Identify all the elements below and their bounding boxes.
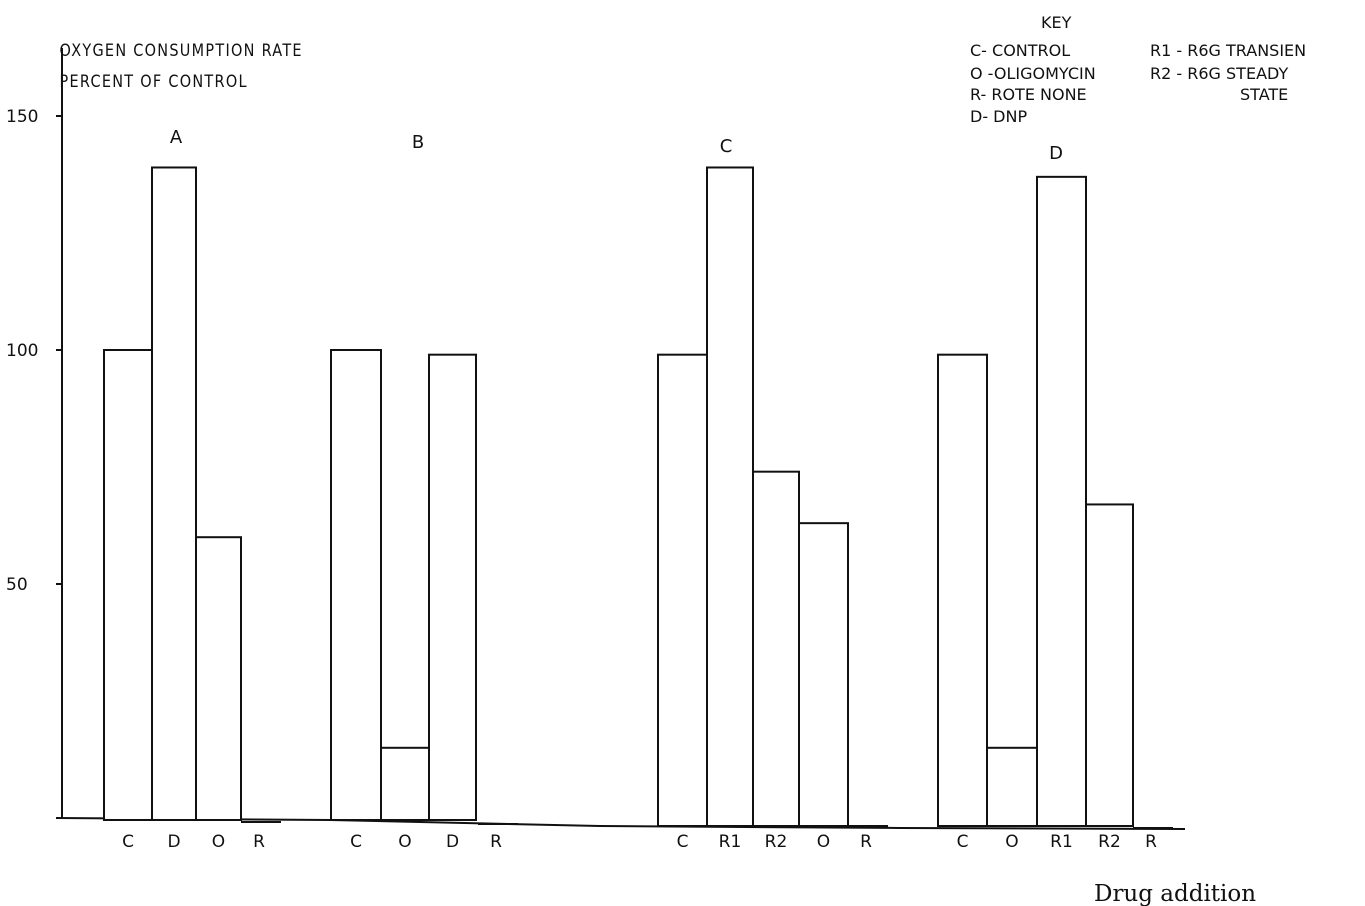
category-label-b-c: C bbox=[350, 832, 362, 852]
group-label-b: B bbox=[412, 132, 424, 153]
y-axis-title-line-2: PERCENT OF CONTROL bbox=[60, 71, 248, 91]
bar-d-c bbox=[937, 353, 988, 827]
category-label-c-r2: R2 bbox=[765, 832, 788, 852]
bar-c-c bbox=[657, 353, 708, 827]
category-label-a-o: O bbox=[212, 832, 225, 852]
category-label-c-r1: R1 bbox=[719, 832, 742, 852]
category-label-a-r: R bbox=[253, 832, 265, 852]
legend-title: KEY bbox=[1041, 13, 1072, 32]
y-tick-label-50: 50 bbox=[6, 575, 28, 595]
category-label-d-r2: R2 bbox=[1098, 832, 1121, 852]
legend-entry-5: R1 - R6G TRANSIEN bbox=[1150, 41, 1306, 60]
bar-a-c bbox=[103, 349, 153, 821]
category-label-a-c: C bbox=[122, 832, 134, 852]
bar-c-o bbox=[798, 522, 849, 827]
category-label-b-o: O bbox=[398, 832, 411, 852]
group-label-d: D bbox=[1049, 143, 1063, 164]
bar-b-d bbox=[428, 353, 477, 821]
category-label-b-d: D bbox=[446, 832, 459, 852]
bar-b-o bbox=[380, 746, 430, 821]
legend-entry-7: STATE bbox=[1240, 85, 1288, 104]
y-axis-title-line-1: OXYGEN CONSUMPTION RATE bbox=[60, 40, 303, 60]
legend-key: KEY C- CONTROL O -OLIGOMYCIN R- ROTE NONE D-… bbox=[970, 13, 1306, 126]
bar-d-o bbox=[986, 746, 1038, 827]
y-axis-title: OXYGEN CONSUMPTION RATE PERCENT OF CONTRO… bbox=[60, 40, 303, 91]
bar-d-r2 bbox=[1085, 503, 1134, 827]
bars-layer bbox=[103, 166, 1173, 829]
category-label-c-o: O bbox=[817, 832, 830, 852]
category-label-d-r1: R1 bbox=[1050, 832, 1073, 852]
legend-entry-1: C- CONTROL bbox=[970, 41, 1070, 60]
category-label-a-d: D bbox=[167, 832, 180, 852]
bar-c-r2 bbox=[752, 470, 800, 827]
category-label-b-r: R bbox=[490, 832, 502, 852]
legend-entry-6: R2 - R6G STEADY bbox=[1150, 64, 1288, 83]
legend-entry-4: D- DNP bbox=[970, 107, 1027, 126]
bar-a-d bbox=[151, 166, 197, 822]
bar-d-r1 bbox=[1036, 175, 1087, 827]
bar-b-c bbox=[330, 349, 382, 821]
category-labels: C D O R C O D R C R1 R2 O R C O R1 R2 R bbox=[122, 832, 1157, 852]
y-axis-ticks: 150 100 50 bbox=[6, 107, 62, 595]
category-label-d-c: C bbox=[957, 832, 969, 852]
group-label-c: C bbox=[720, 136, 733, 157]
legend-entry-2: O -OLIGOMYCIN bbox=[970, 64, 1096, 83]
category-label-d-o: O bbox=[1005, 832, 1018, 852]
y-tick-label-150: 150 bbox=[6, 107, 38, 127]
bar-a-o bbox=[195, 536, 242, 821]
group-labels: A B C D bbox=[170, 127, 1063, 164]
bar-c-r1 bbox=[706, 166, 754, 828]
group-label-a: A bbox=[170, 127, 183, 148]
category-label-d-r: R bbox=[1145, 832, 1157, 852]
category-label-c-c: C bbox=[677, 832, 689, 852]
y-tick-label-100: 100 bbox=[6, 341, 38, 361]
x-axis-title: Drug addition bbox=[1094, 881, 1256, 906]
legend-entry-3: R- ROTE NONE bbox=[970, 85, 1087, 104]
category-label-c-r: R bbox=[860, 832, 872, 852]
